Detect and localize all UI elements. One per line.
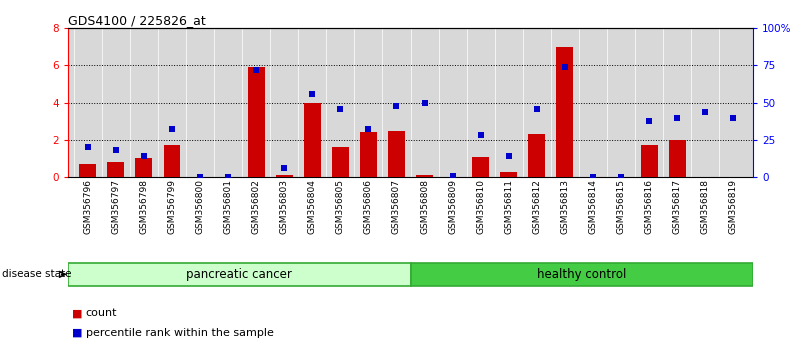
Point (222, 174, 235, 180)
Point (278, 165, 291, 171)
Text: GSM356801: GSM356801 (223, 179, 232, 234)
Point (362, 127, 375, 132)
Bar (107, 162, 124, 177)
Point (166, 127, 179, 132)
Text: pancreatic cancer: pancreatic cancer (187, 268, 292, 281)
Point (194, 174, 207, 180)
Point (306, 91, 319, 97)
Bar (248, 67, 264, 177)
Text: healthy control: healthy control (537, 268, 626, 281)
Text: GSM356799: GSM356799 (167, 179, 176, 234)
Bar (641, 145, 658, 177)
Text: GSM356812: GSM356812 (533, 179, 541, 234)
Text: GSM356814: GSM356814 (589, 179, 598, 234)
Text: GSM356803: GSM356803 (280, 179, 288, 234)
Text: GSM356800: GSM356800 (195, 179, 204, 234)
Text: GSM356797: GSM356797 (111, 179, 120, 234)
Point (418, 100, 431, 105)
Point (82, 144, 95, 150)
Text: GSM356811: GSM356811 (505, 179, 513, 234)
Text: GSM356802: GSM356802 (252, 179, 260, 234)
Point (614, 174, 627, 180)
Point (586, 174, 599, 180)
Text: GSM356806: GSM356806 (364, 179, 373, 234)
Point (110, 147, 123, 153)
Point (502, 153, 515, 159)
Text: ■: ■ (72, 328, 83, 338)
Bar (529, 134, 545, 177)
Text: ■: ■ (72, 308, 83, 318)
Text: GSM356804: GSM356804 (308, 179, 316, 234)
Text: GSM356818: GSM356818 (701, 179, 710, 234)
Point (727, 115, 739, 120)
Point (558, 64, 571, 70)
Bar (501, 172, 517, 177)
Text: GSM356816: GSM356816 (645, 179, 654, 234)
Point (390, 103, 403, 108)
Text: GSM356810: GSM356810 (476, 179, 485, 234)
Text: GSM356796: GSM356796 (83, 179, 92, 234)
Point (138, 153, 151, 159)
Text: GSM356808: GSM356808 (420, 179, 429, 234)
Bar (68, 263, 410, 285)
Text: percentile rank within the sample: percentile rank within the sample (86, 328, 274, 338)
Text: GSM356805: GSM356805 (336, 179, 345, 234)
Text: GSM356819: GSM356819 (729, 179, 738, 234)
Bar (360, 132, 376, 177)
Point (530, 106, 543, 112)
Text: disease state: disease state (2, 269, 72, 279)
Bar (304, 103, 320, 177)
Bar (410, 263, 753, 285)
Bar (135, 159, 152, 177)
Text: GDS4100 / 225826_at: GDS4100 / 225826_at (68, 14, 206, 27)
Bar (473, 156, 489, 177)
Point (670, 115, 683, 120)
Bar (276, 175, 292, 177)
Point (250, 67, 263, 73)
Point (334, 106, 347, 112)
Bar (79, 164, 96, 177)
Bar (557, 47, 574, 177)
Bar (163, 145, 180, 177)
Text: GSM356807: GSM356807 (392, 179, 401, 234)
Text: GSM356815: GSM356815 (617, 179, 626, 234)
Text: GSM356817: GSM356817 (673, 179, 682, 234)
Text: count: count (86, 308, 117, 318)
Text: GSM356813: GSM356813 (561, 179, 570, 234)
Point (474, 132, 487, 138)
Bar (417, 175, 433, 177)
Bar (332, 147, 348, 177)
Point (642, 118, 655, 123)
Text: GSM356798: GSM356798 (139, 179, 148, 234)
Bar (388, 131, 405, 177)
Point (698, 109, 711, 114)
Bar (669, 140, 686, 177)
Text: GSM356809: GSM356809 (448, 179, 457, 234)
Point (446, 173, 459, 178)
